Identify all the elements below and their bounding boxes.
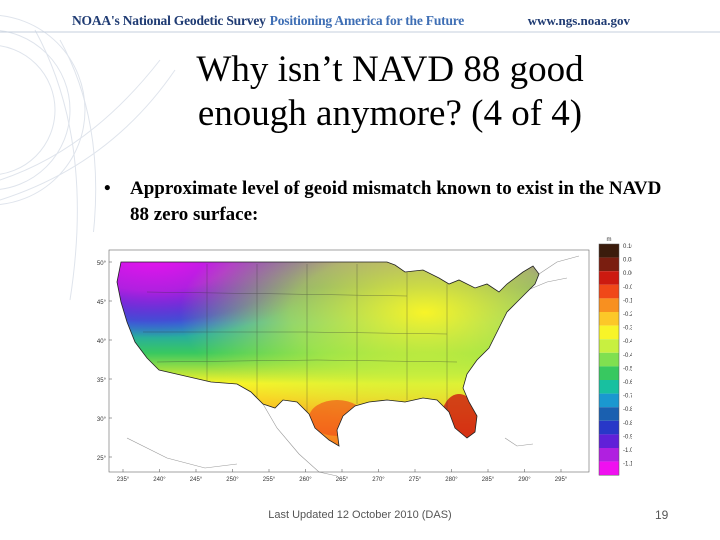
legend-value-label: 0.00 (623, 271, 632, 277)
lat-tick-label: 40° (97, 339, 107, 345)
lon-tick-label: 290° (518, 477, 531, 483)
legend-swatch (599, 298, 619, 312)
legend-value-label: -0.96 (623, 434, 632, 440)
legend-swatch (599, 380, 619, 394)
legend-value-label: -0.16 (623, 298, 632, 304)
legend-value-label: -1.12 (623, 462, 632, 468)
org-name: NOAA's National Geodetic Survey (72, 13, 266, 28)
lon-tick-label: 275° (409, 477, 422, 483)
legend-value-label: 0.08 (623, 258, 632, 264)
lat-tick-label: 35° (97, 378, 107, 384)
lat-tick-label: 45° (97, 300, 107, 306)
header-url: www.ngs.noaa.gov (527, 13, 630, 28)
lon-axis: 235° 240° 245° 250° 255° 260° 265° 270° 275° 280°… (117, 469, 568, 483)
legend-swatch (599, 434, 619, 448)
slide-title: Why isn’t NAVD 88 good enough anymore? (… (110, 48, 670, 136)
lon-tick-label: 270° (372, 477, 385, 483)
legend-swatch (599, 461, 619, 476)
legend-value-label: -0.48 (623, 353, 632, 359)
legend-value-label: -0.56 (623, 366, 632, 372)
legend-value-label: -0.80 (623, 407, 632, 413)
lon-tick-label: 255° (263, 477, 276, 483)
legend-value-label: 0.16 (623, 244, 632, 250)
legend-value-label: -0.40 (623, 339, 632, 345)
bullet-marker: • (104, 178, 111, 199)
lon-tick-label: 245° (190, 477, 203, 483)
legend-swatch (599, 407, 619, 421)
lon-tick-label: 240° (153, 477, 166, 483)
legend-swatch (599, 257, 619, 272)
lon-tick-label: 235° (117, 477, 130, 483)
lon-tick-label: 295° (555, 477, 568, 483)
page-number: 19 (655, 508, 669, 522)
lat-tick-label: 25° (97, 456, 107, 462)
header-org-name: NOAA's National Geodetic Survey Positioni… (72, 13, 464, 29)
lon-tick-label: 285° (482, 477, 495, 483)
legend-unit: m (607, 237, 612, 243)
colorbar-legend: m 0.16 0.08 0.00 -0.08 -0.16 -0.24 -0.32 -0.40 -0… (598, 237, 632, 476)
legend-swatch (599, 284, 619, 299)
lon-tick-label: 260° (299, 477, 312, 483)
legend-value-label: -0.64 (623, 380, 632, 386)
legend-border (598, 243, 620, 476)
footer-last-updated: Last Updated 12 October 2010 (DAS) (268, 509, 452, 521)
legend-value-label: -0.24 (623, 312, 632, 318)
legend-swatch (599, 420, 619, 435)
org-tagline: Positioning America for the Future (269, 13, 465, 28)
legend-swatch (599, 393, 619, 408)
legend-value-label: -0.72 (623, 394, 632, 400)
legend-swatch (599, 366, 619, 380)
lon-tick-label: 250° (226, 477, 239, 483)
us-outline (116, 261, 540, 447)
map-frame (108, 249, 590, 473)
title-line-2: enough anymore? (4 of 4) (197, 93, 583, 134)
legend-swatch (599, 352, 619, 367)
legend-value-label: -0.32 (623, 326, 632, 332)
geoid-mismatch-map: 50°45°40°35°30°25° 235° 240° 245° 250° 255° 2… (87, 232, 632, 484)
bullet-text: Approximate level of geoid mismatch know… (130, 178, 662, 225)
legend-swatch (599, 339, 619, 353)
legend-swatch (599, 448, 619, 462)
legend-swatch (599, 312, 619, 326)
lon-tick-label: 265° (336, 477, 349, 483)
legend-swatch (599, 325, 619, 340)
lat-tick-label: 50° (97, 261, 107, 267)
lat-tick-label: 30° (97, 417, 107, 423)
title-line-1: Why isn’t NAVD 88 good (196, 49, 584, 90)
legend-value-label: -1.04 (623, 448, 632, 454)
legend-swatch (599, 271, 619, 285)
legend-swatch (599, 244, 619, 258)
lon-tick-label: 280° (445, 477, 458, 483)
legend-value-label: -0.88 (623, 421, 632, 427)
legend-value-label: -0.08 (623, 285, 632, 291)
lat-axis: 50° 45° 40° 35° 30° 25° (97, 261, 112, 462)
